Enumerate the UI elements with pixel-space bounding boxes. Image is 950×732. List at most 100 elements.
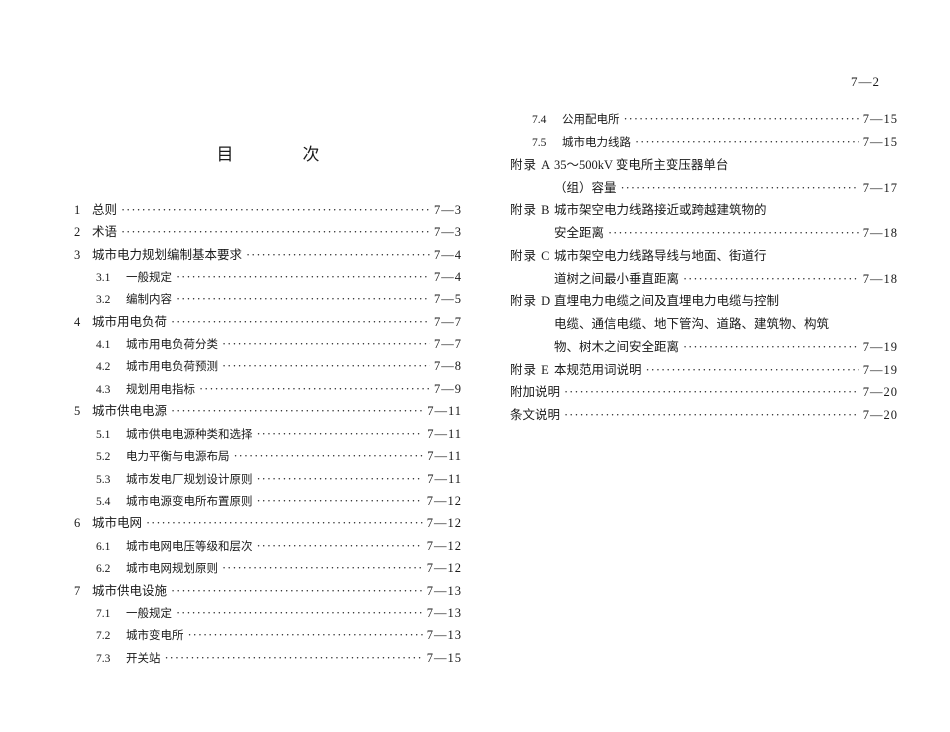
toc-text: 城市电网规划原则	[126, 559, 218, 579]
toc-page: 7—17	[863, 177, 898, 200]
toc-page: 7—12	[427, 512, 462, 534]
toc-page: 7—15	[863, 108, 898, 131]
toc-page: 7—20	[863, 381, 898, 404]
toc-text: 城市电力线路	[562, 133, 631, 154]
toc-page: 7—11	[427, 423, 462, 445]
toc-page: 7—20	[863, 404, 898, 427]
toc-appendix-label: 附录 B	[510, 199, 554, 222]
toc-number: 3	[74, 244, 92, 266]
toc-text-cont: 电缆、通信电缆、地下管沟、道路、建筑物、构筑	[554, 313, 829, 336]
toc-page: 7—13	[427, 580, 462, 602]
toc-leader	[624, 108, 859, 131]
toc-leader	[257, 423, 424, 445]
toc-row: （组）容量7—17	[510, 177, 898, 200]
toc-row: 电缆、通信电缆、地下管沟、道路、建筑物、构筑	[510, 313, 898, 336]
toc-leader	[564, 381, 859, 404]
toc-row: 4城市用电负荷 7—7	[74, 311, 462, 333]
toc-row: 附录 E本规范用词说明 7—19	[510, 359, 898, 382]
toc-page: 7—13	[427, 624, 462, 646]
toc-row: 4.3规划用电指标7—9	[74, 378, 462, 400]
toc-leader	[146, 512, 423, 534]
toc-subnumber: 4.2	[96, 357, 126, 377]
toc-row: 7城市供电设施 7—13	[74, 580, 462, 602]
toc-text: 城市用电负荷	[92, 311, 167, 333]
toc-text: 城市变电所	[126, 626, 184, 646]
toc-text: 城市供电设施	[92, 580, 167, 602]
toc-text: 城市发电厂规划设计原则	[126, 470, 253, 490]
toc-page: 7—5	[434, 288, 462, 310]
toc-page: 7—19	[863, 359, 898, 382]
toc-page: 7—3	[434, 199, 462, 221]
toc-text: 城市电网电压等级和层次	[126, 537, 253, 557]
toc-text: 城市电力规划编制基本要求	[92, 244, 242, 266]
toc-subnumber: 7.1	[96, 604, 126, 624]
toc-leader	[257, 468, 424, 490]
toc-leader	[171, 400, 423, 422]
toc-text: 一般规定	[126, 604, 172, 624]
toc-heading: 目 次	[74, 140, 462, 165]
toc-row: 6.1城市电网电压等级和层次7—12	[74, 535, 462, 557]
toc-page: 7—3	[434, 221, 462, 243]
toc-row: 1总则7—3	[74, 199, 462, 221]
toc-text: 编制内容	[126, 290, 172, 310]
toc-row: 附录 B城市架空电力线路接近或跨越建筑物的	[510, 199, 898, 222]
toc-page: 7—12	[427, 557, 462, 579]
toc-text: 条文说明	[510, 404, 560, 427]
toc-text: 35～500kV 变电所主变压器单台	[554, 154, 728, 177]
toc-text: 城市电源变电所布置原则	[126, 492, 253, 512]
toc-text: 本规范用词说明	[554, 359, 642, 382]
toc-leader	[121, 221, 430, 243]
page-number: 7—2	[851, 74, 880, 90]
toc-page: 7—15	[863, 131, 898, 154]
toc-page: 7—18	[863, 268, 898, 291]
toc-subnumber: 5.1	[96, 425, 126, 445]
toc-text: 直埋电力电缆之间及直埋电力电缆与控制	[554, 290, 779, 313]
toc-page: 7—13	[427, 602, 462, 624]
toc-appendix-label: 附录 D	[510, 290, 554, 313]
toc-page: 7—12	[427, 490, 462, 512]
toc-row: 条文说明 7—20	[510, 404, 898, 427]
toc-subnumber: 7.2	[96, 626, 126, 646]
toc-text: 公用配电所	[562, 110, 620, 131]
toc-subnumber: 7.3	[96, 649, 126, 669]
toc-text: 开关站	[126, 649, 161, 669]
toc-page: 7—9	[434, 378, 462, 400]
toc-row: 3城市电力规划编制基本要求7—4	[74, 244, 462, 266]
toc-leader	[635, 131, 859, 154]
toc-leader	[222, 557, 423, 579]
toc-leader	[171, 580, 423, 602]
toc-row: 3.2编制内容 7—5	[74, 288, 462, 310]
toc-text: 城市供电电源	[92, 400, 167, 422]
toc-page: 7—7	[434, 333, 462, 355]
toc-leader	[683, 336, 859, 359]
toc-leader	[171, 311, 430, 333]
toc-page: 7—11	[427, 445, 462, 467]
toc-leader	[683, 268, 859, 291]
toc-page: 7—8	[434, 355, 462, 377]
toc-subnumber: 4.1	[96, 335, 126, 355]
toc-row: 附录 C城市架空电力线路导线与地面、街道行	[510, 245, 898, 268]
toc-row: 6城市电网7—12	[74, 512, 462, 534]
toc-page: 7—18	[863, 222, 898, 245]
toc-text: 城市电网	[92, 512, 142, 534]
toc-page: 7—11	[427, 468, 462, 490]
toc-right-list: 7.4公用配电所7—157.5城市电力线路7—15附录 A35～500kV 变电…	[510, 108, 898, 427]
toc-leader	[257, 490, 423, 512]
toc-leader	[176, 266, 430, 288]
toc-appendix-label: 附录 A	[510, 154, 554, 177]
toc-row: 6.2城市电网规划原则7—12	[74, 557, 462, 579]
toc-subnumber: 3.2	[96, 290, 126, 310]
toc-number: 4	[74, 311, 92, 333]
toc-left-column: 目 次 1总则7—32术语7—33城市电力规划编制基本要求7—43.1一般规定7…	[74, 108, 462, 669]
toc-leader	[165, 647, 423, 669]
toc-number: 1	[74, 199, 92, 221]
toc-appendix-label: 附录 E	[510, 359, 554, 382]
toc-page: 7—7	[434, 311, 462, 333]
toc-row: 7.2城市变电所 7—13	[74, 624, 462, 646]
toc-text: 城市架空电力线路导线与地面、街道行	[554, 245, 767, 268]
toc-text-cont: 物、树木之间安全距离	[554, 336, 679, 359]
toc-row: 7.5城市电力线路7—15	[510, 131, 898, 154]
toc-number: 7	[74, 580, 92, 602]
toc-leader	[621, 177, 859, 200]
toc-text: 术语	[92, 221, 117, 243]
